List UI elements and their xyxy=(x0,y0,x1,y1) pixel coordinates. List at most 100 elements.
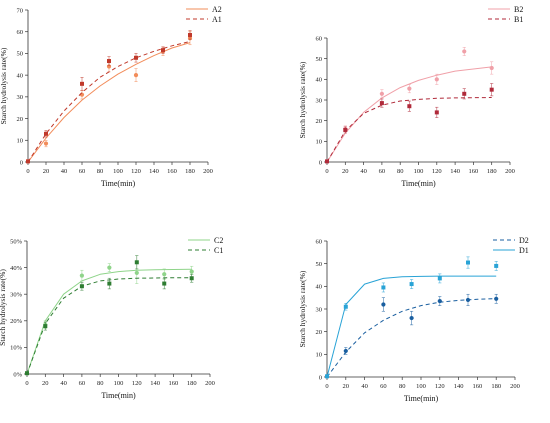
x-tick-label: 60 xyxy=(79,168,86,175)
legend-label-A1: A1 xyxy=(212,15,222,24)
x-tick-label: 80 xyxy=(397,168,404,175)
y-tick-label: 10 xyxy=(17,138,24,145)
x-tick-label: 100 xyxy=(113,168,123,175)
chart-panel-3: 0 20 40 60 80 100 120 140 160 180 200 0% 10% 20% 30% 40… xyxy=(0,236,223,400)
y-axis-title: Starch hydrolysis rate(%) xyxy=(0,47,8,124)
y-tick-label: 10 xyxy=(316,139,323,146)
fit-curve-C1 xyxy=(26,277,192,375)
x-tick-label: 140 xyxy=(149,168,159,175)
y-tick-label: 30% xyxy=(10,292,23,299)
series-A2: A2 xyxy=(25,5,222,164)
x-tick-label: 200 xyxy=(205,380,215,387)
series-D2: D2 xyxy=(324,236,529,379)
series-B1: B1 xyxy=(325,15,523,164)
fit-curve-A1 xyxy=(27,41,191,163)
x-tick-label: 0 xyxy=(325,168,328,175)
data-point xyxy=(134,55,138,60)
series-B2: B2 xyxy=(324,5,523,164)
x-tick-label: 120 xyxy=(435,383,445,390)
x-tick-label: 0 xyxy=(325,383,328,390)
data-point xyxy=(379,91,384,96)
data-point xyxy=(343,304,348,309)
x-tick-label: 140 xyxy=(150,380,160,387)
x-tick-label: 40 xyxy=(360,168,367,175)
x-tick-label: 20 xyxy=(42,380,49,387)
y-tick-label: 40 xyxy=(316,284,323,291)
x-tick-label: 100 xyxy=(416,383,426,390)
data-point xyxy=(80,81,84,86)
legend-label-D1: D1 xyxy=(519,246,529,255)
data-point xyxy=(407,86,412,91)
y-tick-label: 10% xyxy=(10,345,23,352)
x-axis-title: Time(min) xyxy=(101,391,136,400)
x-tick-label: 180 xyxy=(185,168,195,175)
y-tick-label: 60 xyxy=(316,35,323,42)
data-point xyxy=(188,32,192,37)
legend-label-C1: C1 xyxy=(214,246,223,255)
data-point xyxy=(133,73,139,78)
x-tick-label: 60 xyxy=(79,380,86,387)
x-tick-label: 140 xyxy=(454,383,464,390)
chart-panel-4: 0 20 40 60 80 100 120 140 160 180 200 0 10 20 30 40 50 60… xyxy=(298,236,529,403)
data-point xyxy=(343,348,348,354)
x-tick-label: 0 xyxy=(25,380,28,387)
legend-label-A2: A2 xyxy=(212,5,222,14)
data-point xyxy=(343,127,348,132)
data-point xyxy=(437,298,442,304)
x-tick-label: 200 xyxy=(203,168,213,175)
y-tick-label: 20 xyxy=(316,329,323,336)
series-A1: A1 xyxy=(26,15,222,164)
data-point xyxy=(462,91,467,96)
data-point xyxy=(409,315,414,321)
y-tick-label: 40 xyxy=(316,77,323,84)
chart-panel-1: 0 20 40 60 80 100 120 140 160 180 200 0 10 20 30 40 50 60… xyxy=(0,5,222,188)
x-tick-label: 20 xyxy=(343,383,350,390)
data-point xyxy=(494,263,499,268)
fit-curve-D2 xyxy=(326,298,497,378)
data-point xyxy=(325,374,329,379)
x-axis-title: Time(min) xyxy=(101,179,136,188)
y-tick-label: 70 xyxy=(17,7,24,14)
data-point xyxy=(107,59,111,64)
x-tick-label: 80 xyxy=(399,383,406,390)
data-point xyxy=(466,260,470,265)
data-point xyxy=(44,131,48,136)
x-tick-label: 140 xyxy=(450,168,460,175)
x-tick-label: 160 xyxy=(167,168,177,175)
x-tick-label: 200 xyxy=(510,383,520,390)
x-tick-label: 120 xyxy=(132,380,142,387)
x-tick-label: 80 xyxy=(97,380,104,387)
y-tick-label: 50 xyxy=(316,56,323,63)
data-point xyxy=(434,77,439,82)
y-tick-label: 30 xyxy=(316,97,323,104)
legend-label-B2: B2 xyxy=(514,5,523,14)
x-tick-label: 60 xyxy=(379,168,386,175)
series-C2: C2 xyxy=(24,236,223,376)
data-point xyxy=(162,281,167,286)
fit-curve-D1 xyxy=(326,275,497,378)
data-point xyxy=(381,302,386,307)
legend-label-C2: C2 xyxy=(214,236,223,245)
x-tick-label: 180 xyxy=(491,383,501,390)
x-tick-label: 20 xyxy=(43,168,50,175)
y-tick-label: 50% xyxy=(10,238,23,245)
data-point xyxy=(494,296,499,301)
y-axis-title: Starch hydrolysis rate(%) xyxy=(0,269,7,346)
x-tick-label: 180 xyxy=(487,168,497,175)
data-point xyxy=(25,371,29,376)
y-tick-label: 10 xyxy=(316,352,323,359)
x-axis-title: Time(min) xyxy=(401,179,436,188)
y-tick-label: 50 xyxy=(316,261,323,268)
y-tick-label: 50 xyxy=(17,51,24,58)
data-point xyxy=(462,49,467,54)
data-point xyxy=(79,273,84,278)
data-point xyxy=(107,281,112,286)
x-tick-label: 20 xyxy=(342,168,349,175)
series-D1: D1 xyxy=(325,246,529,379)
x-tick-label: 60 xyxy=(380,383,387,390)
y-tick-label: 60 xyxy=(17,29,24,36)
legend-label-D2: D2 xyxy=(519,236,529,245)
x-tick-label: 40 xyxy=(361,383,368,390)
